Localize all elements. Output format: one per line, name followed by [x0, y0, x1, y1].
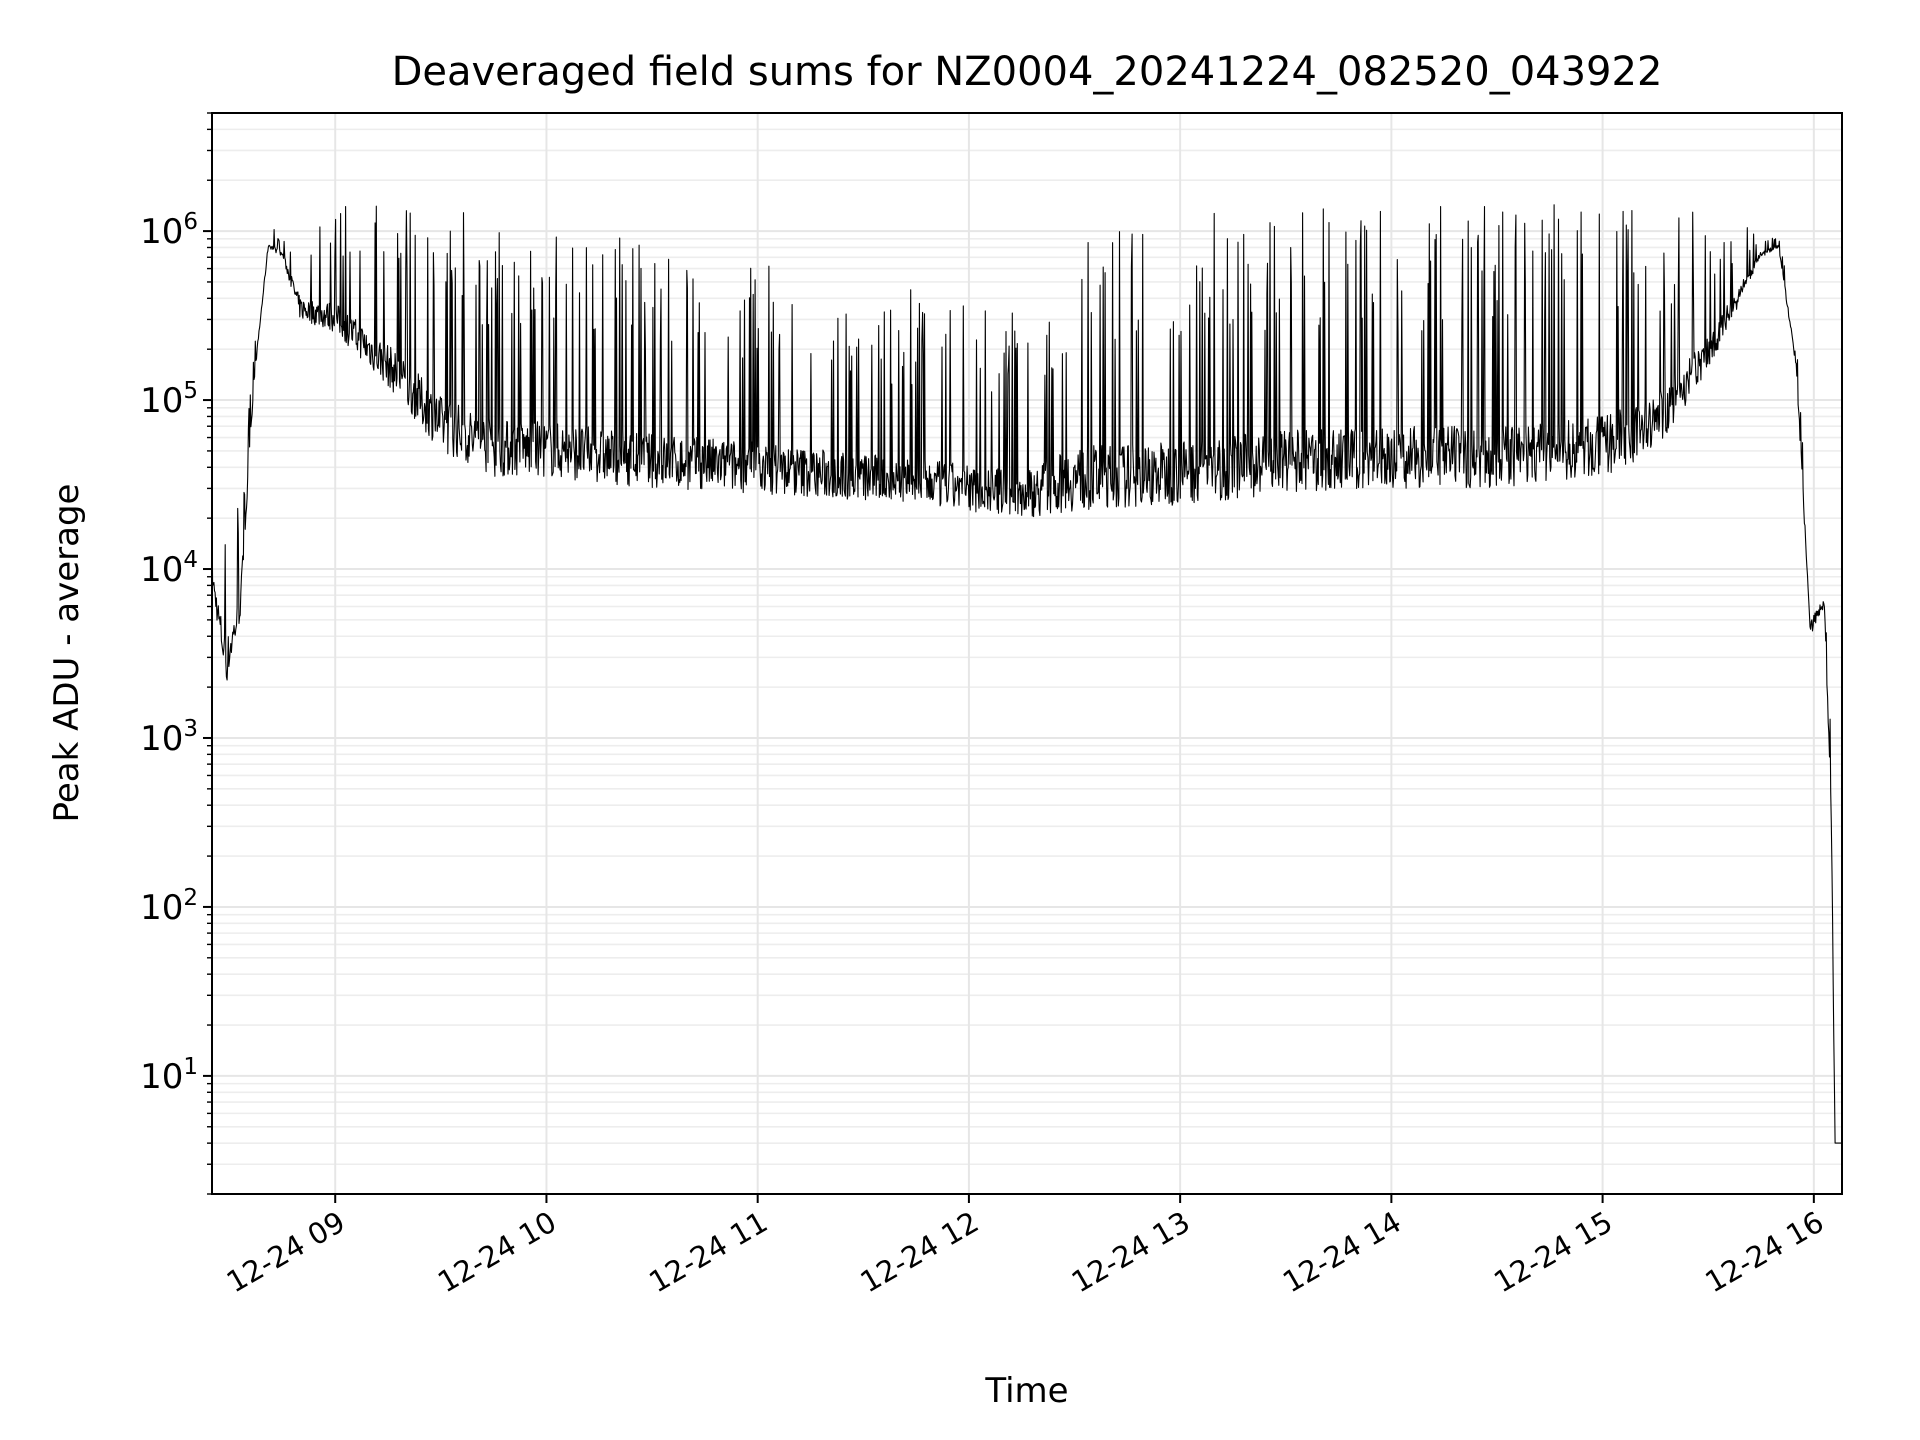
y-tick-label: 106: [140, 209, 198, 252]
x-axis-label: Time: [984, 1371, 1068, 1411]
y-tick-label: 101: [140, 1054, 198, 1097]
data-series: [211, 204, 1842, 1144]
plot-frame: [211, 112, 1843, 1195]
y-tick-label: 103: [140, 716, 198, 759]
y-tick-label: 102: [140, 885, 198, 928]
y-tick-label: 104: [140, 547, 198, 590]
y-tick-label: 105: [140, 378, 198, 421]
chart-title: Deaveraged field sums for NZ0004_2024122…: [392, 49, 1663, 95]
y-axis: 101 102 103 104 105 106: [140, 112, 212, 1195]
y-axis-label: Peak ADU - average: [47, 484, 87, 823]
series-line: [211, 204, 1842, 1144]
